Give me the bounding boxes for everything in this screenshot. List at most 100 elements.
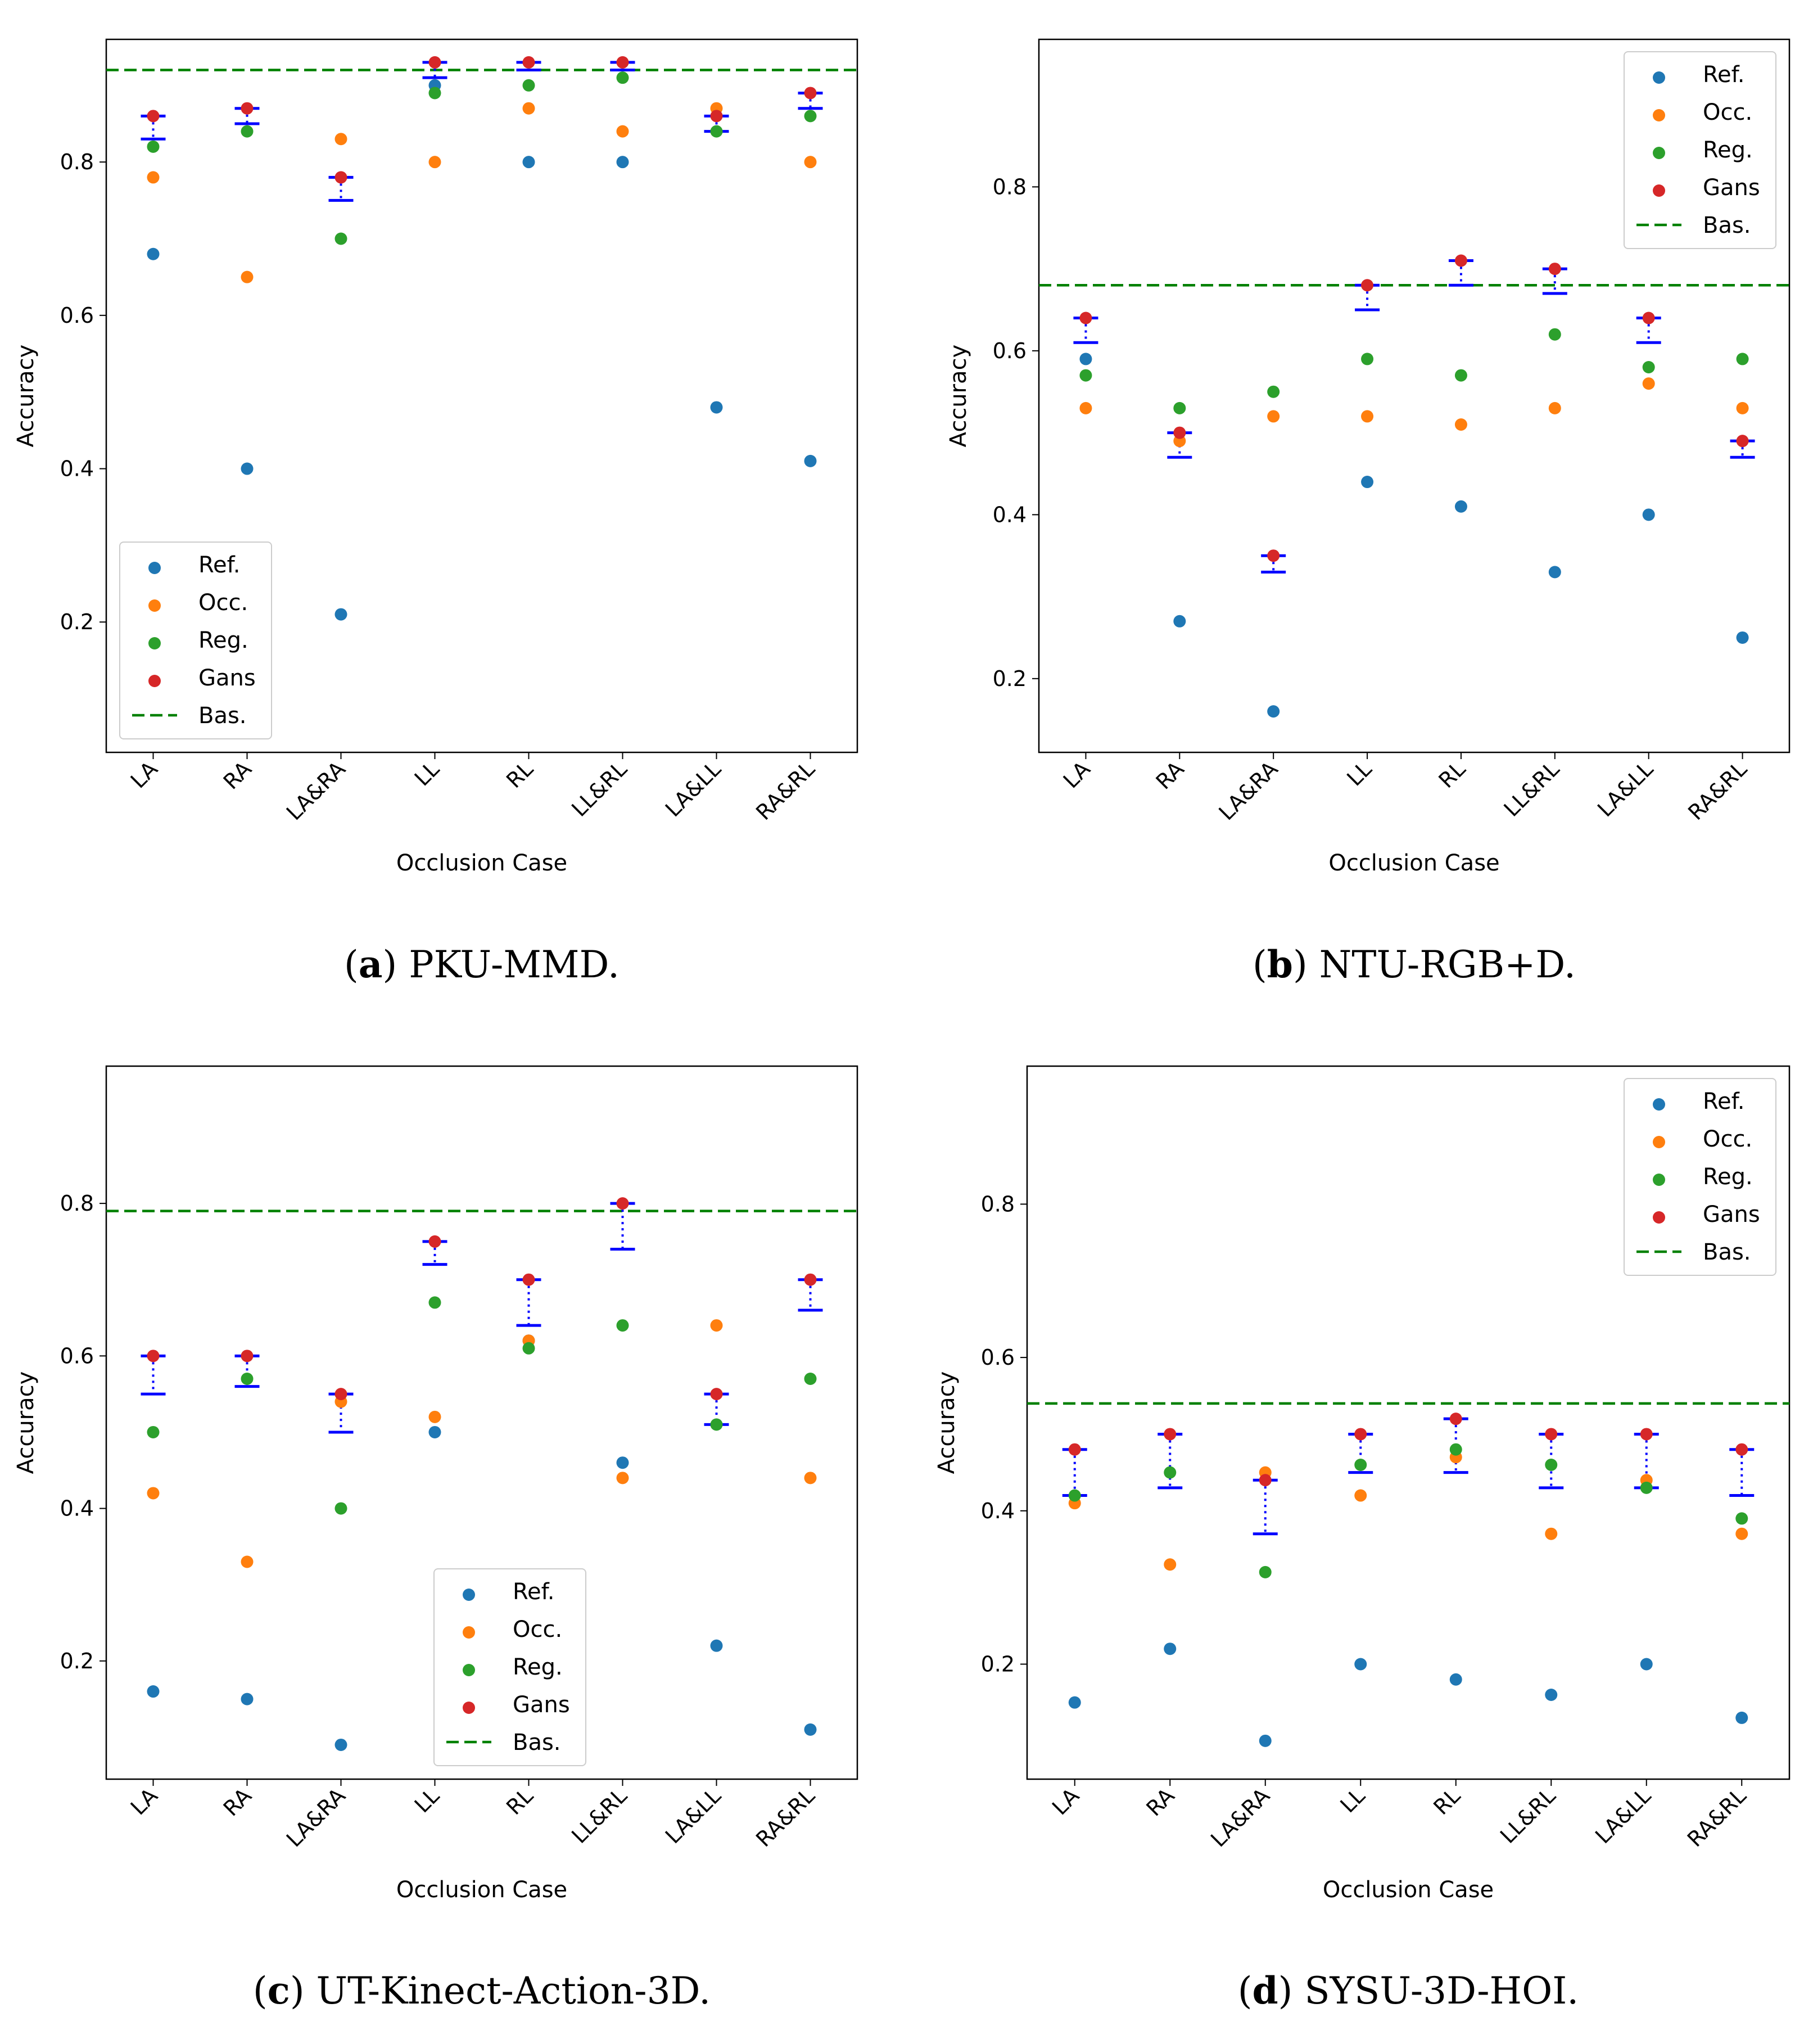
gans-point [1545,1428,1558,1441]
x-tick-label: RL [501,1783,538,1820]
ref-point [1173,615,1186,628]
reg-point [334,232,347,245]
caption-letter: b [1267,942,1293,986]
gans-point [1735,1443,1748,1456]
x-axis-label: Occlusion Case [396,850,567,876]
ref-point [1454,500,1467,513]
y-tick-label: 0.6 [60,303,94,328]
legend-marker [148,675,161,687]
ref-point [241,462,254,475]
occ-point [1354,1489,1367,1502]
y-tick-label: 0.8 [993,174,1027,199]
gans-point [616,56,629,69]
ref-point [1640,1658,1653,1671]
gans-point [241,102,254,115]
reg-point [710,1418,723,1431]
ref-point [710,401,723,414]
legend-marker [1653,71,1665,84]
legend: Ref. Occ. Reg. Gans Bas. [119,542,272,739]
legend-label: Occ. [1703,100,1752,125]
occ-point [241,270,254,283]
legend-label: Ref. [198,552,241,578]
occ-point [428,156,441,169]
x-tick-label: LA&RA [1206,1783,1274,1852]
ref-point [147,247,160,260]
reg-point [147,140,160,153]
ref-point [616,1456,629,1469]
occ-point [1642,377,1655,390]
legend-label: Occ. [1703,1126,1752,1152]
gans-point [147,110,160,123]
x-tick-label: RA [1142,1783,1179,1821]
gans-point [1361,279,1374,292]
panel-a: 0.2 0.4 0.6 0.8 Accuracy LA RA LA&RA LL RL LL&RL LA… [13,38,858,986]
y-tick-label: 0.8 [60,1191,94,1216]
ref-point [804,454,817,467]
ref-point [1548,566,1561,579]
legend-box [433,1568,586,1766]
ref-point [1267,705,1280,718]
occ-point [710,1319,723,1332]
legend-marker [1653,1136,1665,1148]
caption-text: ) NTU-RGB+D. [1293,943,1576,986]
ref-point [1735,1711,1748,1724]
legend-marker [1653,1211,1665,1224]
legend-label: Gans [198,665,256,691]
legend-label: Gans [1703,1202,1760,1228]
ref-point [334,608,347,621]
ref-point [616,156,629,169]
y-axis-label: Accuracy [934,1371,960,1474]
x-tick-label: LA&LL [661,756,726,822]
gans-point [804,87,817,100]
caption-letter: d [1252,1969,1278,2013]
gans-point [1454,254,1467,267]
reg-point [1736,353,1749,366]
ref-point [710,1639,723,1652]
x-tick-label: LL [410,1783,444,1817]
y-tick-label: 0.6 [981,1345,1015,1370]
occ-point [1735,1527,1748,1540]
caption-open-paren: ( [1253,943,1267,986]
legend-label: Bas. [513,1730,561,1756]
ref-point [1079,353,1092,366]
ref-point [1259,1734,1272,1747]
reg-point [428,1296,441,1309]
plot-frame [1026,1065,1791,1780]
y-tick-label: 0.2 [60,610,94,634]
y-tick-label: 0.4 [60,1496,94,1521]
reg-point [1068,1489,1081,1502]
x-tick-label: RA [219,1783,256,1821]
gans-point [1259,1474,1272,1487]
y-tick-label: 0.4 [993,502,1027,527]
legend-marker [1653,109,1665,121]
ref-point [334,1738,347,1751]
legend-label: Bas. [1703,213,1751,238]
occ-point [522,102,535,115]
reg-point [1354,1458,1367,1471]
occ-point [1361,410,1374,423]
reg-point [710,125,723,138]
legend-marker [148,599,161,612]
reg-point [334,1502,347,1515]
ref-point [1354,1658,1367,1671]
gans-point [428,1235,441,1248]
panel-c: 0.2 0.4 0.6 0.8 Accuracy LA RA LA&RA LL RL LL&RL LA… [13,1065,858,2013]
gans-point [616,1197,629,1210]
x-tick-label: LA&LL [661,1783,726,1848]
x-tick-label: LA [1059,756,1095,793]
x-axis-label: Occlusion Case [396,1877,567,1903]
legend-marker [1653,147,1665,159]
x-tick-label: RA&RL [751,1783,820,1852]
reg-point [1735,1512,1748,1525]
reg-point [241,125,254,138]
reg-point [1267,385,1280,398]
x-tick-label: RA&RL [1683,1783,1751,1852]
legend-label: Reg. [513,1654,563,1680]
legend-box [1624,51,1776,249]
gans-point [1449,1413,1462,1425]
x-tick-label: LA&LL [1590,1783,1656,1848]
caption-text: ) SYSU-3D-HOI. [1278,1969,1579,2013]
occ-point [241,1555,254,1568]
gans-point [241,1350,254,1362]
